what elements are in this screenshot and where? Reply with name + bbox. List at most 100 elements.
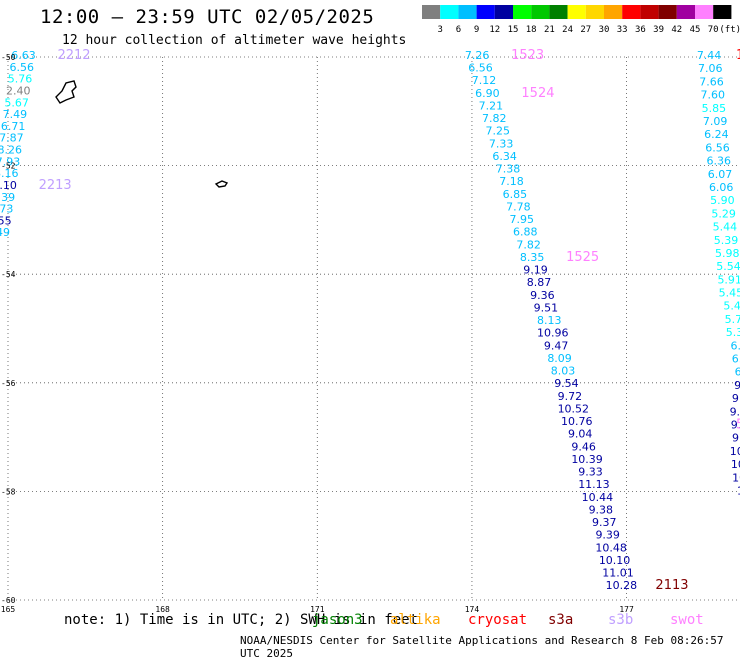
time-label: 1524 <box>521 86 554 101</box>
time-label: 2212 <box>57 48 90 63</box>
swh-value: 9.19 <box>523 264 548 277</box>
swh-value: 6. <box>732 353 740 366</box>
swh-value: 2.40 <box>6 84 31 97</box>
swh-value: 5.3 <box>726 326 740 339</box>
swh-value: 6.36 <box>707 155 732 168</box>
lon-label: 165 <box>1 605 16 614</box>
swh-value: 5.7 <box>725 313 740 326</box>
swh-value: 5.91 <box>717 273 740 286</box>
track-c: 7.447.067.667.605.857.096.246.566.366.07… <box>697 48 740 497</box>
swh-value: 9.52 <box>730 405 740 418</box>
legend-label: 18 <box>526 25 537 35</box>
swh-value: 9.39 <box>595 529 620 542</box>
satellite-cryosat: cryosat <box>468 612 528 628</box>
lon-label: 174 <box>465 605 480 614</box>
swh-value: 7.33 <box>489 137 514 150</box>
legend-label: 39 <box>653 25 664 35</box>
swh-value: 10.61 <box>732 471 740 484</box>
swh-value: 7.25 <box>485 125 510 138</box>
islands <box>55 80 229 188</box>
legend-swatch <box>513 5 532 19</box>
lat-label: -60 <box>1 596 16 605</box>
swh-value: 9.51 <box>731 419 740 432</box>
swh-value: 7.26 <box>465 49 490 62</box>
color-legend: 3 6 9 12 15 18 21 24 27 30 33 36 39 42 45 70 (ft) <box>422 5 740 35</box>
satellite-swot: swot <box>670 612 704 628</box>
swh-value: 9.10 <box>0 179 17 192</box>
swh-value: 8.13 <box>537 314 562 327</box>
swh-value: 11.13 <box>578 478 610 491</box>
time-label: 2213 <box>39 178 72 193</box>
legend-label: 45 <box>690 25 701 35</box>
time-label: 2113 <box>655 578 688 593</box>
map-grid <box>7 56 740 601</box>
track-a: 6.636.565.762.405.677.496.717.878.267.93… <box>0 48 91 239</box>
legend-swatch <box>658 5 677 19</box>
swh-value: 5.4 <box>723 300 740 313</box>
swh-value: 7.38 <box>496 163 521 176</box>
legend-swatch <box>585 5 604 19</box>
legend-swatch <box>549 5 568 19</box>
swh-value: 6.39 <box>0 191 15 204</box>
page-subtitle: 12 hour collection of altimeter wave hei… <box>62 33 407 48</box>
swh-value: 9.51 <box>534 301 559 314</box>
satellite-s3a: s3a <box>548 612 574 628</box>
swh-value: 9.54 <box>554 377 579 390</box>
swh-value: 6.71 <box>1 120 26 133</box>
legend-swatch <box>604 5 623 19</box>
legend-label: 9 <box>474 25 479 35</box>
auckland-islands <box>55 80 77 104</box>
swh-value: 9.33 <box>578 466 603 479</box>
legend-swatch <box>494 5 513 19</box>
legend-swatch <box>476 5 495 19</box>
swh-value: 8.49 <box>0 226 10 239</box>
swh-value: 10.39 <box>571 453 603 466</box>
swh-value: 7.87 <box>0 132 24 145</box>
swh-value: 10.51 <box>731 458 740 471</box>
swh-value: 6.56 <box>9 61 34 74</box>
swh-value: 8.73 <box>0 203 13 216</box>
swh-value: 9.36 <box>530 289 555 302</box>
legend-swatch <box>422 5 441 19</box>
swh-value: 5.98 <box>715 247 740 260</box>
swh-value: 7.78 <box>506 200 531 213</box>
swh-value: 7.44 <box>697 49 722 62</box>
swh-value: 9.37 <box>592 516 617 529</box>
footer-note: note: 1) Time is in UTC; 2) SWH is in fe… <box>64 612 419 628</box>
swh-value: 10.39 <box>730 445 740 458</box>
legend-label: 70 <box>708 25 719 35</box>
swh-value: 7.66 <box>699 75 724 88</box>
swh-value: 6 <box>735 366 740 379</box>
altimeter-tracks: 6.636.565.762.405.677.496.717.878.267.93… <box>0 48 740 593</box>
swh-value: 7.12 <box>472 74 497 87</box>
legend-swatch <box>640 5 659 19</box>
lat-label: -58 <box>1 487 16 496</box>
swh-value: 10.10 <box>599 554 631 567</box>
swh-value: 5.45 <box>719 287 740 300</box>
lon-label: 171 <box>310 605 325 614</box>
swh-value: 5.39 <box>714 234 739 247</box>
legend-label: 27 <box>580 25 591 35</box>
swh-value: 5.85 <box>702 102 727 115</box>
swh-value: 9. <box>734 379 740 392</box>
legend-label: 3 <box>437 25 442 35</box>
swh-value: 9.0 <box>732 392 740 405</box>
swh-value: 6.06 <box>709 181 734 194</box>
legend-label: 21 <box>544 25 555 35</box>
legend-swatch <box>440 5 459 19</box>
swh-value: 7.82 <box>516 238 541 251</box>
swh-value: 6.88 <box>513 226 538 239</box>
swh-value: 6.63 <box>11 49 36 62</box>
legend-label: 42 <box>671 25 682 35</box>
time-label: 134 <box>736 48 740 63</box>
swh-value: 8.03 <box>551 365 576 378</box>
track-b: 7.266.567.126.907.217.827.257.336.347.38… <box>465 48 689 593</box>
time-label: 1525 <box>566 250 599 265</box>
campbell-island <box>214 180 229 188</box>
swh-value: 6.56 <box>468 62 493 75</box>
swh-value: 11.01 <box>602 567 634 580</box>
swh-value: 7.21 <box>479 99 504 112</box>
lat-label: -54 <box>1 270 16 279</box>
swh-value: 6.34 <box>492 150 517 163</box>
